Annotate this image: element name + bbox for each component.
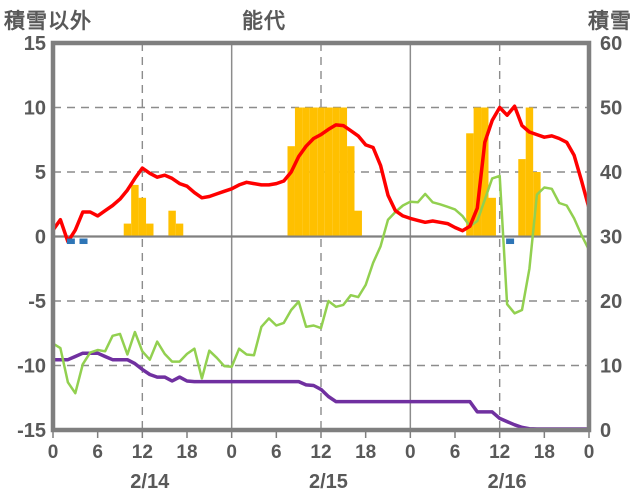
axis-tick-label: 10 bbox=[24, 98, 46, 120]
snow-depth-line bbox=[51, 174, 591, 395]
axis-tick-label: 2/14 bbox=[130, 471, 170, 493]
x-axis-ticks bbox=[52, 432, 590, 438]
axis-tick-label: 30 bbox=[600, 227, 622, 249]
precip-bar bbox=[473, 107, 482, 236]
precip-bar bbox=[525, 107, 534, 236]
axis-tick-label: 12 bbox=[489, 442, 510, 463]
axis-tick-label: 6 bbox=[92, 442, 103, 463]
axis-tick-label: 2/16 bbox=[488, 471, 527, 493]
axis-tick-label: 50 bbox=[600, 98, 622, 120]
precip-bar bbox=[131, 184, 139, 236]
axis-tick-label: 6 bbox=[271, 442, 282, 463]
axis-tick-label: -10 bbox=[17, 356, 46, 378]
precip-bar bbox=[354, 210, 362, 236]
axis-tick-label: 0 bbox=[35, 227, 46, 249]
axis-tick-label: 6 bbox=[450, 442, 461, 463]
axis-tick-label: 0 bbox=[405, 442, 416, 463]
axis-tick-label: 10 bbox=[600, 356, 622, 378]
right-axis-title: 積雪 bbox=[588, 10, 632, 33]
precip-bar bbox=[347, 146, 355, 236]
precip-bar bbox=[175, 223, 184, 236]
precip-bar bbox=[488, 197, 496, 236]
precip-bar bbox=[466, 133, 474, 236]
axis-tick-label: 12 bbox=[132, 442, 153, 463]
purple-line bbox=[51, 351, 591, 431]
purple-line bbox=[51, 351, 591, 431]
precip-bar bbox=[309, 107, 318, 236]
temperature-line bbox=[51, 104, 591, 244]
axis-tick-label: 18 bbox=[355, 442, 376, 463]
axis-tick-label: 18 bbox=[534, 442, 555, 463]
precip-bar bbox=[339, 107, 348, 236]
axis-tick-label: 2/15 bbox=[309, 471, 348, 493]
axis-tick-label: 15 bbox=[24, 33, 46, 55]
blue-marker bbox=[506, 238, 515, 245]
precip-bar bbox=[138, 197, 147, 236]
plot-frame bbox=[50, 40, 592, 433]
axis-tick-label: -5 bbox=[28, 291, 46, 313]
precip-bar bbox=[317, 107, 325, 236]
blue-marker bbox=[79, 238, 88, 245]
axis-tick-label: 5 bbox=[35, 162, 46, 184]
precip-bar bbox=[518, 159, 526, 236]
snow-depth-line bbox=[51, 174, 591, 395]
chart-title: 能代 bbox=[242, 10, 286, 33]
axis-tick-label: 20 bbox=[600, 291, 622, 313]
precip-bar bbox=[302, 107, 310, 236]
axis-tick-label: 18 bbox=[176, 442, 197, 463]
precip-bar bbox=[168, 210, 176, 236]
axis-tick-label: -15 bbox=[17, 420, 46, 442]
precipitation-bars bbox=[123, 107, 541, 236]
axis-tick-label: 60 bbox=[600, 33, 622, 55]
precip-bar bbox=[146, 223, 154, 236]
precip-bar bbox=[287, 146, 295, 236]
axis-tick-label: 0 bbox=[600, 420, 611, 442]
precip-bar bbox=[294, 107, 303, 236]
axis-tick-label: 40 bbox=[600, 162, 622, 184]
precip-bar bbox=[332, 107, 340, 236]
precip-bar bbox=[123, 223, 132, 236]
gridlines bbox=[53, 43, 589, 430]
temperature-line bbox=[51, 104, 591, 244]
precip-bar bbox=[481, 107, 489, 236]
axis-tick-label: 0 bbox=[584, 442, 595, 463]
axis-tick-label: 0 bbox=[226, 442, 237, 463]
blue-marker bbox=[66, 238, 75, 245]
left-axis-title: 積雪以外 bbox=[4, 10, 92, 33]
axis-tick-label: 0 bbox=[48, 442, 59, 463]
axis-tick-label: 12 bbox=[310, 442, 331, 463]
precip-bar bbox=[324, 107, 333, 236]
blue-square-markers bbox=[66, 238, 515, 245]
